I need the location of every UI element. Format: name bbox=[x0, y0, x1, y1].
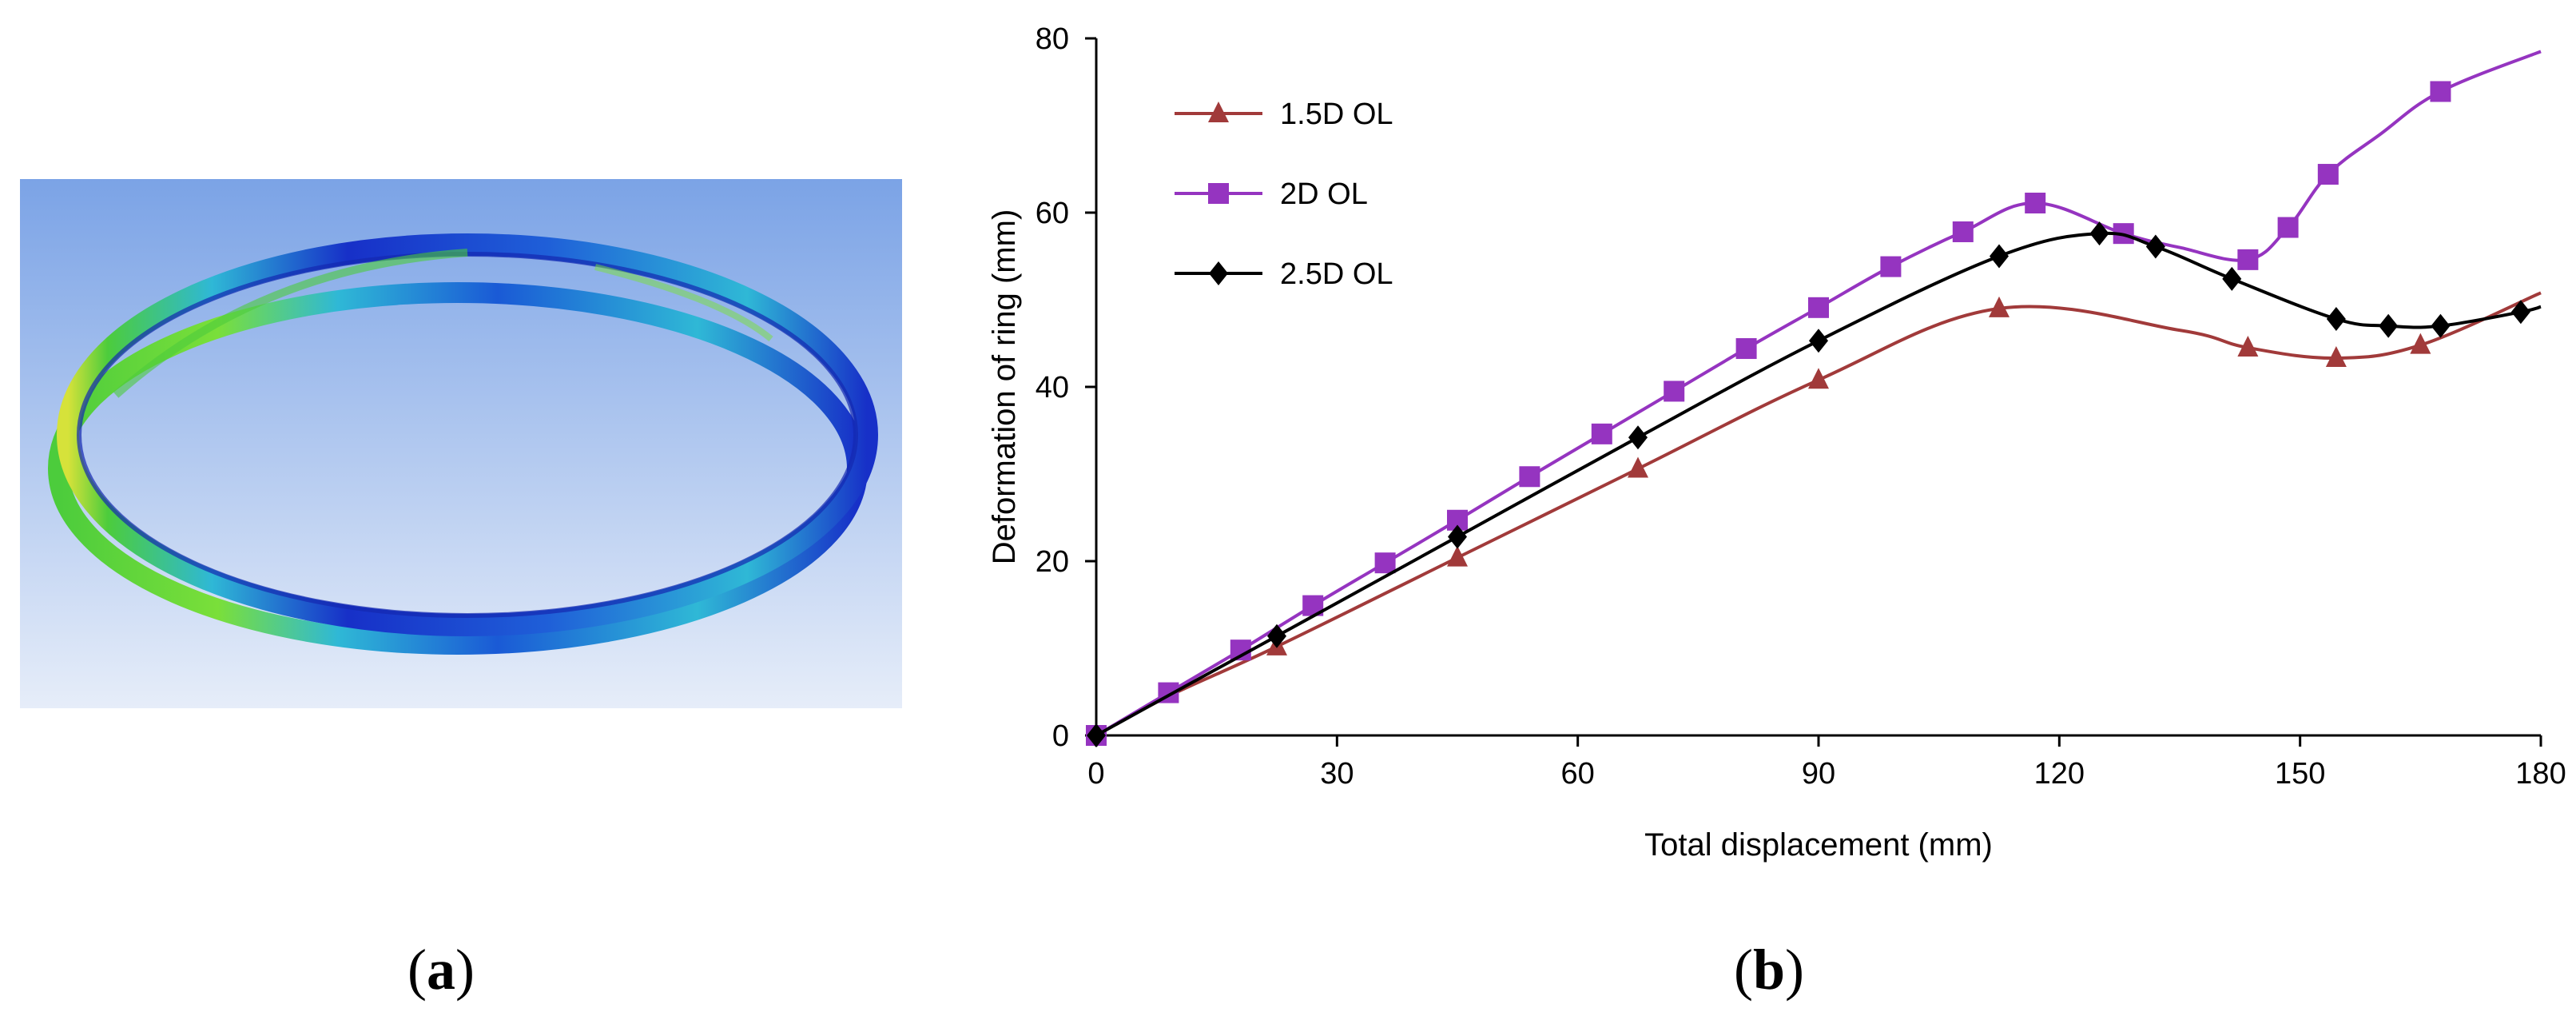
data-point bbox=[1735, 338, 1757, 360]
x-tick-label: 30 bbox=[1320, 757, 1354, 791]
legend-marker bbox=[1208, 102, 1229, 122]
legend-marker bbox=[1209, 261, 1228, 285]
data-point bbox=[2325, 346, 2347, 368]
data-point bbox=[2410, 333, 2431, 354]
legend-item: 2D OL bbox=[1175, 177, 1368, 211]
data-point bbox=[1990, 244, 2009, 269]
y-tick-label: 60 bbox=[1036, 197, 1069, 230]
data-point bbox=[1447, 545, 1468, 567]
y-tick-label: 80 bbox=[1036, 22, 1069, 56]
data-point bbox=[1591, 423, 1612, 444]
x-tick-label: 180 bbox=[2515, 757, 2566, 791]
panel-b-caption: (b) bbox=[1734, 938, 1805, 1002]
data-point bbox=[1664, 381, 1685, 402]
x-tick-label: 0 bbox=[1087, 757, 1104, 791]
data-point bbox=[1808, 297, 1829, 318]
ring-highlight bbox=[113, 249, 468, 398]
data-point bbox=[1809, 329, 1828, 353]
data-point bbox=[1374, 552, 1396, 574]
series-1-5d-ol bbox=[1086, 291, 2542, 744]
data-point bbox=[2222, 266, 2242, 291]
data-point bbox=[2145, 234, 2165, 259]
chart-legend: 1.5D OL 2D OL 2.5D OL bbox=[1175, 98, 1393, 291]
legend-marker bbox=[1208, 183, 1229, 204]
series-2d-ol bbox=[1086, 50, 2542, 746]
data-point bbox=[2237, 249, 2259, 270]
chart-series-layer bbox=[1086, 50, 2542, 747]
data-point bbox=[1267, 624, 1286, 648]
ring-contour-image bbox=[20, 179, 902, 708]
legend-label: 2D OL bbox=[1280, 177, 1368, 211]
deformation-chart: 0 30 60 90 120 150 180 0 20 40 60 80 1.5D OL 2D OL 2.… bbox=[987, 22, 2566, 863]
x-tick-label: 90 bbox=[1802, 757, 1835, 791]
y-tick-label: 40 bbox=[1036, 371, 1069, 404]
data-point bbox=[1628, 456, 1648, 478]
data-point bbox=[2277, 217, 2299, 238]
data-point bbox=[2430, 81, 2451, 102]
x-tick-label: 150 bbox=[2275, 757, 2325, 791]
data-point bbox=[1880, 256, 1902, 277]
legend-item: 2.5D OL bbox=[1175, 257, 1393, 291]
data-point bbox=[2089, 221, 2109, 246]
y-axis-label: Deformation of ring (mm) bbox=[987, 209, 1022, 565]
chart-axes: 0 30 60 90 120 150 180 0 20 40 60 80 bbox=[1036, 22, 2566, 791]
data-point bbox=[2317, 164, 2339, 185]
data-point bbox=[1952, 221, 1974, 242]
data-point bbox=[2379, 313, 2399, 338]
data-point bbox=[2510, 300, 2530, 325]
series-2-5d-ol bbox=[1087, 221, 2542, 747]
series-line bbox=[1095, 291, 2542, 737]
data-point bbox=[2025, 193, 2046, 214]
y-tick-label: 20 bbox=[1036, 545, 1069, 579]
legend-label: 1.5D OL bbox=[1280, 98, 1393, 131]
data-point bbox=[1519, 466, 1540, 488]
y-tick-label: 0 bbox=[1052, 719, 1069, 753]
ring-upper-band bbox=[57, 233, 878, 636]
data-point bbox=[1087, 723, 1106, 747]
legend-item: 1.5D OL bbox=[1175, 98, 1393, 131]
x-tick-label: 60 bbox=[1561, 757, 1595, 791]
data-point bbox=[2237, 335, 2259, 357]
panel-a-caption: (a) bbox=[407, 938, 475, 1002]
ring-highlight-right bbox=[594, 264, 773, 342]
series-line bbox=[1095, 50, 2542, 737]
data-point bbox=[2326, 306, 2346, 331]
data-point bbox=[2431, 313, 2451, 338]
x-tick-label: 120 bbox=[2034, 757, 2085, 791]
data-point bbox=[1989, 296, 2010, 317]
legend-label: 2.5D OL bbox=[1280, 257, 1393, 291]
x-axis-label: Total displacement (mm) bbox=[1644, 827, 1993, 863]
data-point bbox=[1628, 425, 1648, 450]
data-point bbox=[1448, 524, 1467, 549]
data-point bbox=[1808, 368, 1829, 389]
